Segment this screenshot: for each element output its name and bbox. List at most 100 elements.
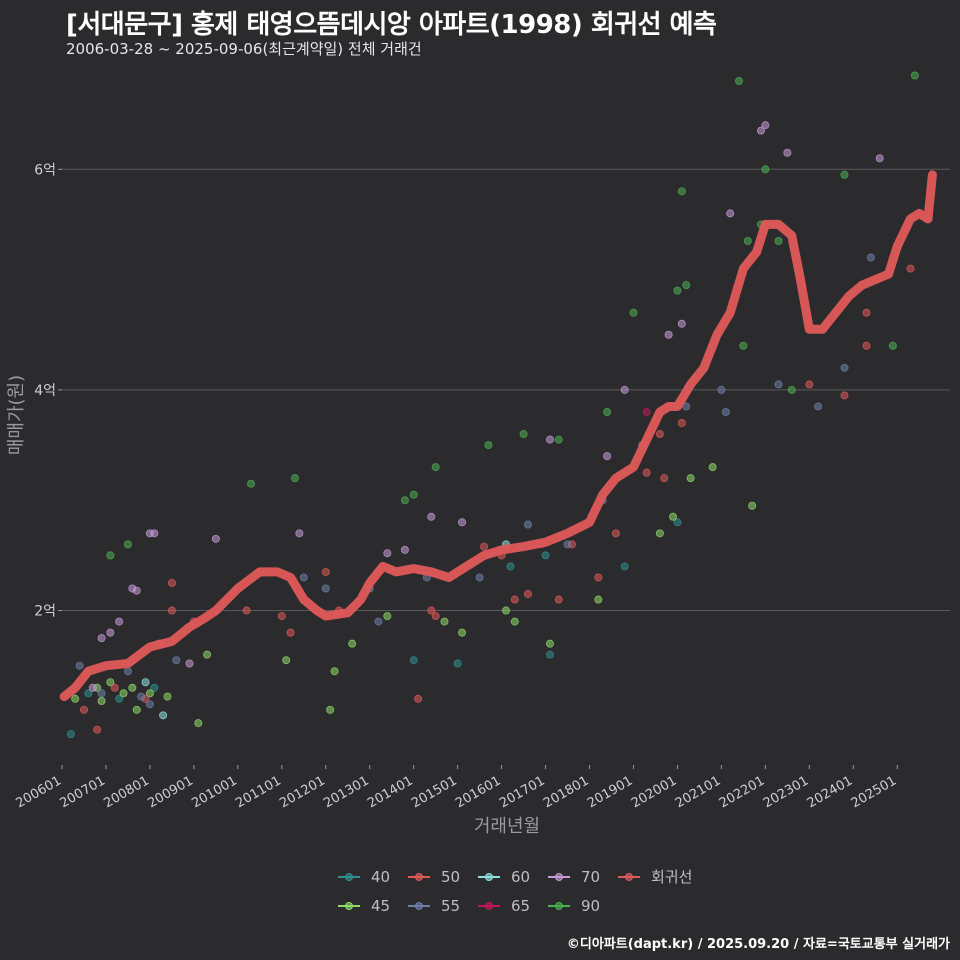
data-point-90 [787,385,796,394]
data-point-40 [541,551,550,560]
data-point-70 [603,452,612,461]
data-point-70 [115,617,124,626]
data-point-55 [75,661,84,670]
data-point-50 [480,542,489,551]
data-point-70 [97,634,106,643]
data-point-70 [761,121,770,130]
data-point-40 [506,562,515,571]
data-point-40 [545,650,554,659]
y-tick-label: 2억 [34,604,56,620]
data-point-50 [805,380,814,389]
data-point-90 [484,441,493,450]
legend-marker-70 [555,873,563,881]
data-point-90 [734,77,743,86]
data-point-55 [717,385,726,394]
source-credit: ©디아파트(dapt.kr) / 2025.09.20 / 자료=국토교통부 실… [566,937,950,952]
data-point-40 [150,683,159,692]
data-point-90 [519,430,528,439]
data-point-50 [167,606,176,615]
data-point-50 [277,612,286,621]
data-point-40 [409,656,418,665]
x-axis-ticks: 2006012007012008012009012010012011012012… [14,765,899,811]
data-point-90 [431,463,440,472]
x-tick-label: 201401 [365,773,415,811]
data-point-90 [409,490,418,499]
data-point-45 [594,595,603,604]
data-point-45 [128,683,137,692]
data-point-70 [783,148,792,157]
data-point-55 [299,573,308,582]
data-point-70 [664,330,673,339]
data-point-90 [247,479,256,488]
x-tick-label: 202301 [761,773,811,811]
x-tick-label: 201701 [497,773,547,811]
data-point-90 [761,165,770,174]
data-point-55 [523,520,532,529]
data-point-50 [431,612,440,621]
data-point-45 [655,529,664,538]
data-point-55 [97,689,106,698]
data-point-50 [642,468,651,477]
data-point-70 [545,435,554,444]
data-point-55 [774,380,783,389]
data-point-45 [132,705,141,714]
legend-label-70: 70 [581,868,600,886]
x-tick-label: 200601 [14,773,64,811]
data-point-90 [739,341,748,350]
data-point-45 [501,606,510,615]
data-point-70 [458,518,467,527]
x-tick-label: 201101 [233,773,283,811]
data-point-45 [194,719,203,728]
x-tick-label: 202001 [629,773,679,811]
data-point-50 [655,430,664,439]
data-point-50 [906,264,915,273]
data-point-45 [330,667,339,676]
data-point-55 [172,656,181,665]
data-point-90 [682,281,691,290]
x-tick-label: 201501 [409,773,459,811]
data-point-90 [629,308,638,317]
x-tick-label: 201301 [321,773,371,811]
x-tick-label: 200801 [101,773,151,811]
chart-subtitle: 2006-03-28 ~ 2025-09-06(최근계약일) 전체 거래건 [66,40,422,58]
data-point-45 [708,463,717,472]
data-point-45 [97,697,106,706]
x-tick-label: 200701 [57,773,107,811]
legend-label-65: 65 [511,897,530,915]
data-point-55 [137,692,146,701]
data-point-70 [211,534,220,543]
data-point-50 [660,474,669,483]
x-tick-label: 200901 [145,773,195,811]
data-point-55 [374,617,383,626]
data-point-70 [106,628,115,637]
legend-marker-60 [485,873,493,881]
legend-marker-40 [345,873,353,881]
data-point-60 [141,678,150,687]
data-point-45 [458,628,467,637]
data-point-70 [132,586,141,595]
regression-line [59,170,937,702]
data-point-70 [427,512,436,521]
data-point-70 [875,154,884,163]
data-point-55 [321,584,330,593]
legend-label-50: 50 [441,868,460,886]
data-point-50 [286,628,295,637]
legend-marker-65 [485,902,493,910]
data-point-65 [642,407,651,416]
data-point-50 [242,606,251,615]
data-point-70 [88,683,97,692]
x-tick-label: 202501 [849,773,899,811]
data-point-45 [348,639,357,648]
data-point-45 [383,612,392,621]
data-point-45 [440,617,449,626]
data-point-70 [677,319,686,328]
data-point-45 [510,617,519,626]
y-tick-label: 4억 [34,383,56,399]
legend-marker-reg [625,873,633,881]
data-point-50 [79,705,88,714]
y-axis-title: 매매가(원) [6,375,27,455]
data-point-70 [295,529,304,538]
data-point-55 [145,700,154,709]
data-point-50 [167,578,176,587]
data-point-70 [756,126,765,135]
